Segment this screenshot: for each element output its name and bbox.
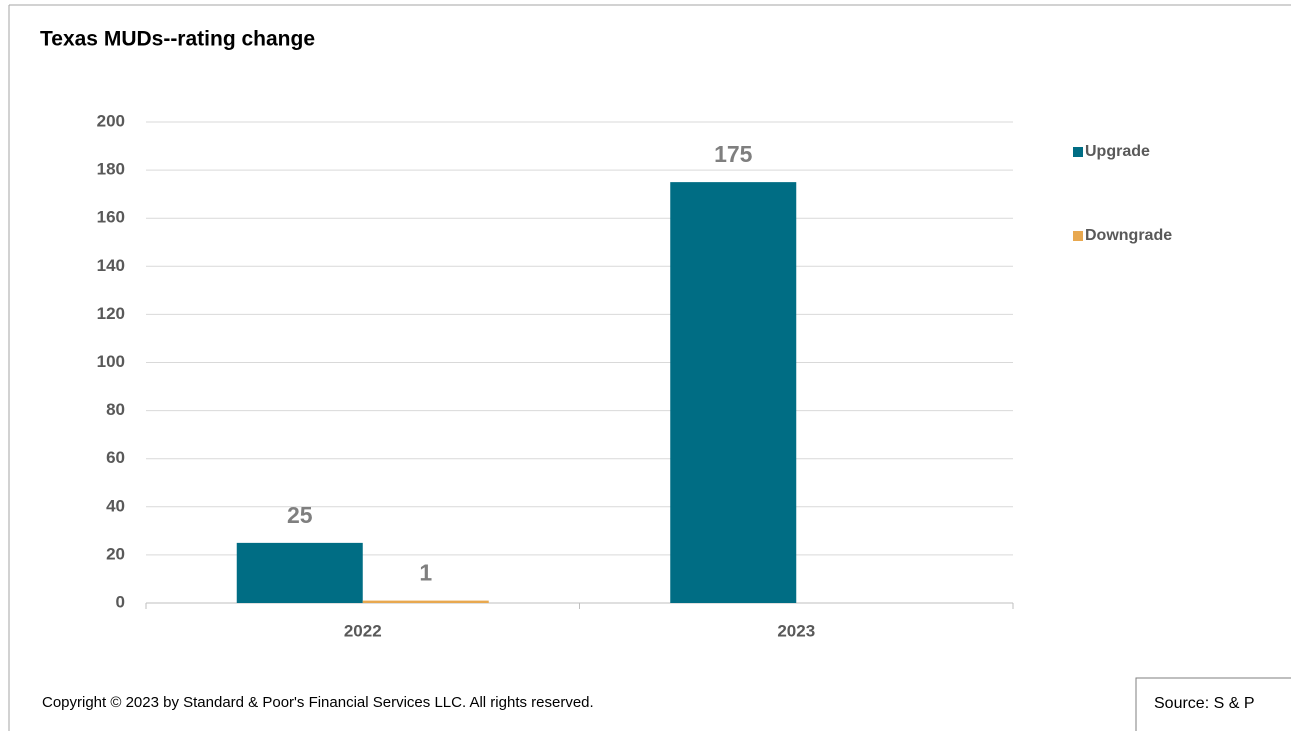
y-tick-label: 160 bbox=[97, 208, 125, 227]
legend-label: Upgrade bbox=[1085, 143, 1150, 160]
y-tick-label: 140 bbox=[97, 256, 125, 275]
y-tick-label: 20 bbox=[106, 544, 125, 563]
y-tick-label: 0 bbox=[116, 592, 125, 611]
chart-title: Texas MUDs--rating change bbox=[40, 28, 315, 51]
y-tick-label: 60 bbox=[106, 448, 125, 467]
legend-swatch bbox=[1073, 231, 1083, 241]
legend-swatch bbox=[1073, 147, 1083, 157]
y-tick-label: 120 bbox=[97, 304, 125, 323]
y-tick-label: 200 bbox=[97, 111, 125, 130]
data-label: 1 bbox=[419, 560, 432, 586]
source: Source: S & P bbox=[1154, 695, 1255, 712]
y-tick-label: 80 bbox=[106, 400, 125, 419]
bar bbox=[670, 182, 797, 603]
x-tick-label: 2022 bbox=[344, 621, 382, 640]
y-tick-label: 180 bbox=[97, 160, 125, 179]
x-tick-label: 2023 bbox=[777, 621, 815, 640]
data-label: 175 bbox=[714, 141, 753, 167]
data-label: 25 bbox=[287, 502, 313, 528]
source-box bbox=[1135, 677, 1291, 731]
bar bbox=[362, 600, 489, 603]
y-tick-label: 100 bbox=[97, 352, 125, 371]
legend-label: Downgrade bbox=[1085, 227, 1172, 244]
bar bbox=[236, 542, 363, 603]
y-tick-label: 40 bbox=[106, 496, 125, 515]
copyright: Copyright © 2023 by Standard & Poor's Fi… bbox=[42, 694, 594, 711]
